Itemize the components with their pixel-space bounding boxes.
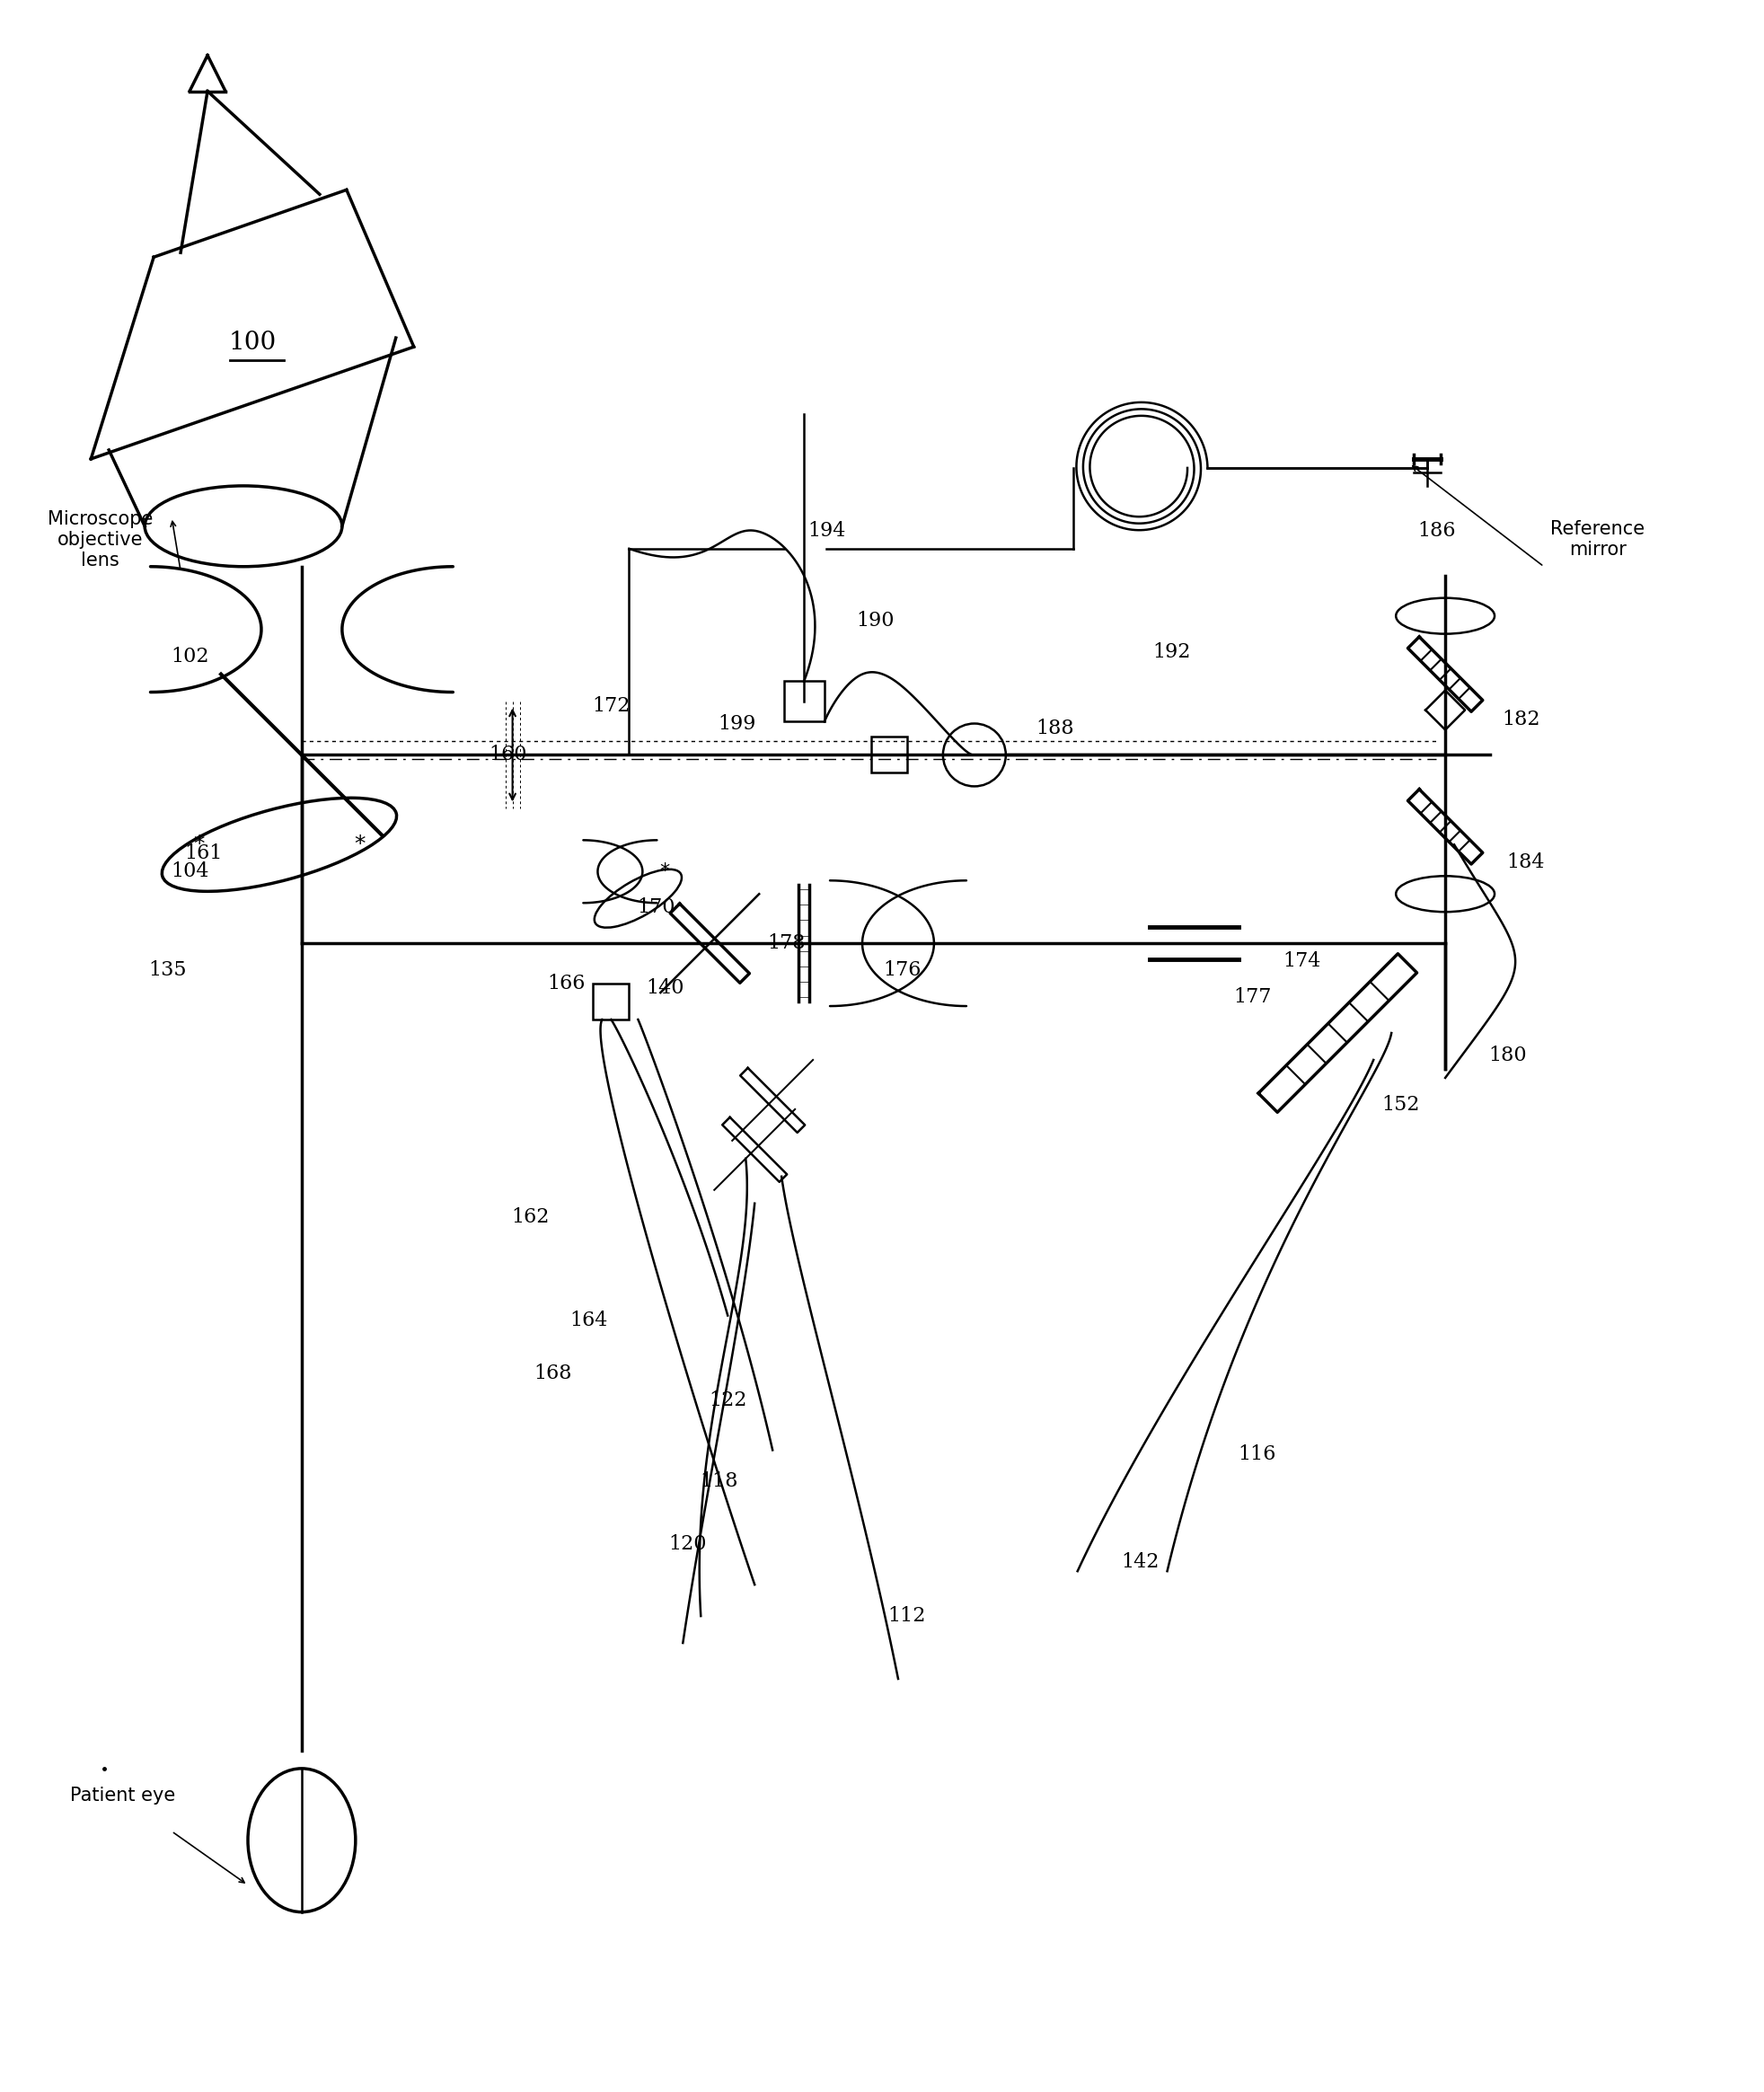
Text: 135: 135 [148, 960, 187, 979]
Text: 104: 104 [171, 862, 208, 881]
Text: 188: 188 [1035, 718, 1074, 738]
Text: 100: 100 [228, 331, 277, 354]
Text: 112: 112 [887, 1607, 926, 1625]
Text: Reference
mirror: Reference mirror [1551, 521, 1644, 559]
Text: 102: 102 [171, 646, 208, 665]
Text: 180: 180 [1489, 1046, 1526, 1065]
Text: 178: 178 [767, 933, 804, 954]
Text: Patient eye: Patient eye [69, 1787, 175, 1805]
Text: 122: 122 [709, 1391, 746, 1410]
Text: 168: 168 [533, 1364, 572, 1383]
Text: *: * [192, 835, 205, 856]
Text: 182: 182 [1501, 709, 1540, 728]
Text: 140: 140 [646, 979, 684, 998]
Text: 164: 164 [570, 1310, 607, 1331]
Text: *: * [660, 862, 670, 881]
Text: 120: 120 [669, 1533, 706, 1554]
Text: 116: 116 [1237, 1446, 1275, 1464]
Text: 162: 162 [512, 1207, 549, 1226]
Text: 118: 118 [699, 1471, 737, 1492]
Text: 194: 194 [806, 521, 845, 540]
Text: 166: 166 [547, 973, 586, 994]
Text: 186: 186 [1416, 521, 1455, 540]
Bar [871, 736, 907, 772]
Text: 199: 199 [718, 713, 755, 734]
Text: *: * [355, 835, 365, 856]
Text: 184: 184 [1506, 854, 1544, 872]
Bar [783, 680, 824, 722]
Text: 160: 160 [489, 745, 527, 766]
Text: 170: 170 [637, 897, 674, 916]
Text: 174: 174 [1282, 952, 1319, 971]
Text: 176: 176 [884, 960, 921, 979]
Text: Microscope
objective
lens: Microscope objective lens [48, 510, 152, 569]
Text: 177: 177 [1233, 987, 1270, 1006]
Text: 172: 172 [591, 697, 630, 715]
Text: 161: 161 [183, 843, 222, 864]
Text: 192: 192 [1152, 642, 1191, 661]
Text: 142: 142 [1120, 1552, 1159, 1571]
Bar [593, 983, 628, 1019]
Text: 152: 152 [1381, 1094, 1418, 1115]
Text: 190: 190 [856, 611, 894, 630]
